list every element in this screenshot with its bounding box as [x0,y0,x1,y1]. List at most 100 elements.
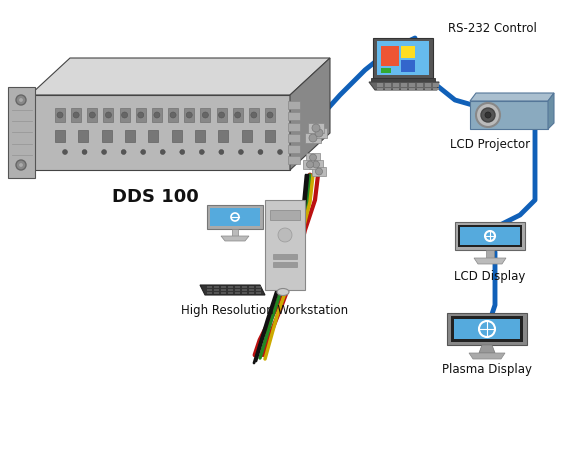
Bar [273,254,297,259]
Bar [221,286,226,288]
Circle shape [121,112,128,118]
Bar [401,83,407,85]
Bar [309,160,323,169]
Bar [401,60,415,72]
Bar [136,108,146,122]
Circle shape [18,162,23,167]
Bar [228,286,233,288]
Polygon shape [290,58,330,170]
Circle shape [200,149,204,154]
Bar [265,130,275,142]
Bar [256,286,261,288]
Polygon shape [210,208,260,226]
Bar [172,130,182,142]
Bar [256,289,261,291]
Bar [232,229,238,236]
Bar [308,123,324,133]
Text: RS-232 Control: RS-232 Control [448,22,537,35]
Bar [393,85,399,88]
Text: High Resolution Workstation: High Resolution Workstation [181,304,349,317]
Text: LCD Projector: LCD Projector [450,138,530,151]
Bar [393,88,399,90]
Bar [207,289,212,291]
Circle shape [235,112,241,118]
Bar [433,88,439,90]
Bar [417,85,423,88]
Bar [218,130,229,142]
Bar [377,88,383,90]
Bar [104,108,113,122]
Circle shape [73,112,79,118]
Bar [195,130,205,142]
Polygon shape [373,38,433,78]
Polygon shape [369,82,439,90]
Bar [207,292,212,294]
Bar [249,292,254,294]
Polygon shape [200,285,265,295]
Bar [214,289,219,291]
Bar [273,262,297,267]
Circle shape [180,149,185,154]
Bar [148,130,158,142]
Circle shape [18,97,23,102]
Bar [288,156,300,164]
Polygon shape [460,227,520,245]
Circle shape [16,160,26,170]
Polygon shape [455,222,525,250]
Bar [393,83,399,85]
Bar [125,130,135,142]
Circle shape [278,149,283,154]
Circle shape [160,149,165,154]
Bar [486,250,494,258]
Polygon shape [371,78,435,82]
Bar [217,108,226,122]
Circle shape [278,228,292,242]
Bar [305,133,321,143]
Bar [249,286,254,288]
Bar [288,123,300,131]
Polygon shape [451,316,523,342]
Bar [401,46,415,58]
Polygon shape [454,319,520,339]
Bar [270,210,300,220]
Bar [425,88,431,90]
Text: LCD Display: LCD Display [454,270,526,283]
Circle shape [121,149,126,154]
Bar [233,108,243,122]
Bar [214,286,219,288]
Bar [221,292,226,294]
Bar [433,85,439,88]
Polygon shape [479,345,495,353]
Circle shape [316,168,323,175]
Polygon shape [470,101,548,129]
Bar [249,289,254,291]
Text: DDS 100: DDS 100 [112,188,198,206]
Circle shape [251,112,257,118]
Bar [401,85,407,88]
Bar [377,85,383,88]
Circle shape [485,112,491,118]
Circle shape [310,154,316,161]
Polygon shape [458,225,522,247]
Circle shape [309,134,317,142]
Bar [401,88,407,90]
Polygon shape [548,93,554,129]
Circle shape [218,112,225,118]
Bar [381,46,399,66]
Circle shape [312,124,320,132]
Bar [87,108,97,122]
Circle shape [138,112,144,118]
Bar [235,292,240,294]
Bar [311,128,327,138]
Polygon shape [470,93,554,101]
Bar [303,160,317,169]
Bar [228,292,233,294]
Polygon shape [377,41,429,75]
Polygon shape [221,236,249,241]
Bar [78,130,88,142]
Circle shape [307,161,314,168]
Bar [214,292,219,294]
Bar [242,130,252,142]
Circle shape [238,149,243,154]
Bar [288,112,300,120]
